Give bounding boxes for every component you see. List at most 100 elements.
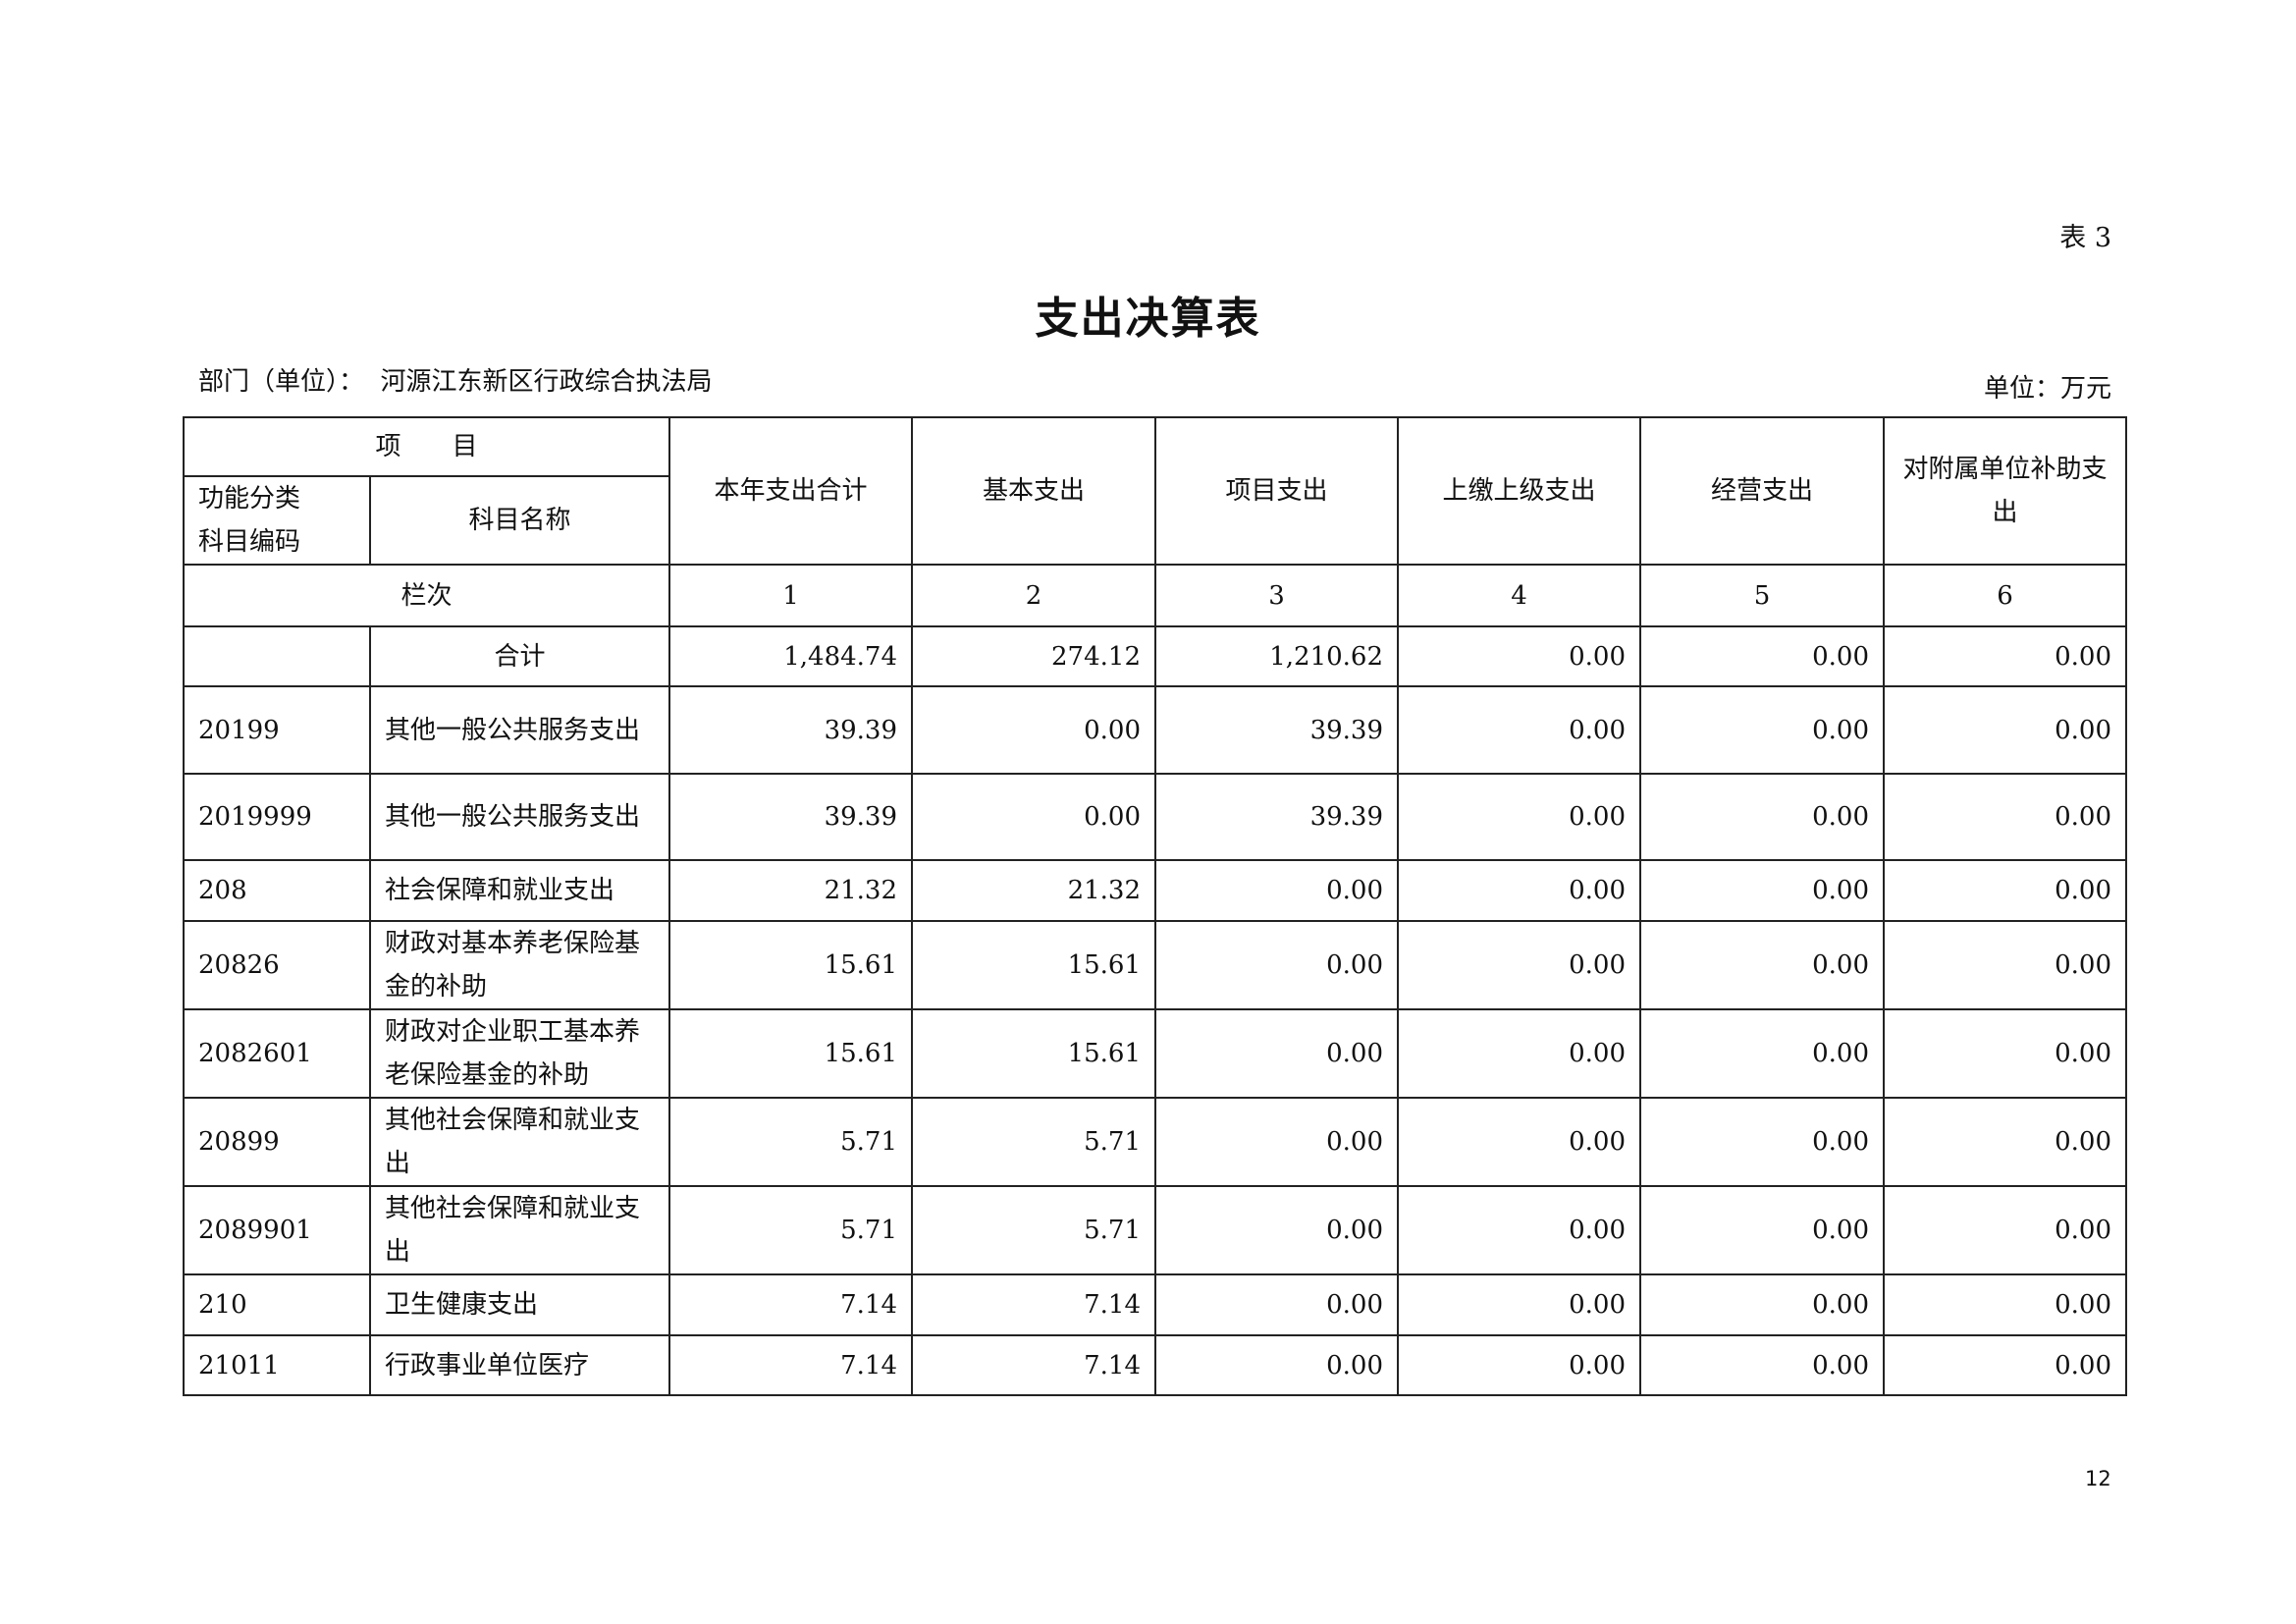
header-col-4: 上缴上级支出 (1397, 416, 1641, 566)
total-label: 合计 (369, 625, 670, 687)
row-name: 社会保障和就业支出 (369, 859, 670, 922)
row-value: 0.00 (911, 773, 1156, 861)
row-value: 0.00 (1639, 1008, 1885, 1099)
row-value: 0.00 (1639, 920, 1885, 1010)
total-value: 0.00 (1883, 625, 2127, 687)
table-row: 2082601 财政对企业职工基本养老保险基金的补助 15.61 15.61 0.00 0… (183, 1008, 2127, 1099)
row-value: 0.00 (1883, 859, 2127, 922)
row-value: 0.00 (1639, 1273, 1885, 1336)
header-col-5: 经营支出 (1639, 416, 1885, 566)
row-value: 0.00 (1639, 773, 1885, 861)
row-value: 15.61 (668, 920, 913, 1010)
row-value: 0.00 (1397, 920, 1641, 1010)
table-row: 210 卫生健康支出 7.14 7.14 0.00 0.00 0.00 0.00 (183, 1273, 2127, 1336)
row-value: 0.00 (1883, 1334, 2127, 1396)
row-value: 0.00 (1154, 859, 1399, 922)
row-value: 39.39 (668, 685, 913, 775)
row-value: 0.00 (1397, 1273, 1641, 1336)
row-value: 21.32 (911, 859, 1156, 922)
row-name: 卫生健康支出 (369, 1273, 670, 1336)
row-value: 0.00 (1397, 1008, 1641, 1099)
row-value: 0.00 (1639, 685, 1885, 775)
row-code: 2089901 (183, 1185, 371, 1275)
row-value: 0.00 (1883, 685, 2127, 775)
total-row: 合计 1,484.74 274.12 1,210.62 0.00 0.00 0.… (183, 625, 2127, 687)
row-value: 5.71 (911, 1185, 1156, 1275)
row-value: 7.14 (668, 1273, 913, 1336)
row-name: 其他社会保障和就业支出 (369, 1097, 670, 1187)
row-value: 0.00 (1883, 1097, 2127, 1187)
header-col-6: 对附属单位补助支出 (1883, 416, 2127, 566)
row-value: 5.71 (668, 1097, 913, 1187)
row-value: 0.00 (1883, 1008, 2127, 1099)
row-value: 39.39 (1154, 773, 1399, 861)
column-number: 3 (1154, 564, 1399, 627)
row-value: 39.39 (668, 773, 913, 861)
page-number: 12 (2085, 1467, 2111, 1490)
row-value: 0.00 (1639, 859, 1885, 922)
row-code: 208 (183, 859, 371, 922)
page-title: 支出决算表 (1035, 294, 1261, 344)
row-code: 20199 (183, 685, 371, 775)
table-row: 20826 财政对基本养老保险基金的补助 15.61 15.61 0.00 0.00 0.0… (183, 920, 2127, 1010)
expenditure-table: 项 目 本年支出合计 基本支出 项目支出 上缴上级支出 经营支出 对附属单位补助… (183, 416, 2127, 1396)
total-value: 1,210.62 (1154, 625, 1399, 687)
row-value: 0.00 (1154, 1097, 1399, 1187)
table-number: 表 3 (2059, 223, 2111, 253)
row-code: 2019999 (183, 773, 371, 861)
row-value: 7.14 (911, 1273, 1156, 1336)
row-code: 210 (183, 1273, 371, 1336)
row-code: 20899 (183, 1097, 371, 1187)
unit-label: 单位：万元 (1983, 374, 2111, 404)
column-number: 4 (1397, 564, 1641, 627)
department-label: 部门（单位）： 河源江东新区行政综合执法局 (198, 367, 713, 397)
row-value: 15.61 (911, 1008, 1156, 1099)
row-value: 0.00 (1154, 1008, 1399, 1099)
row-name: 其他社会保障和就业支出 (369, 1185, 670, 1275)
row-value: 5.71 (668, 1185, 913, 1275)
table-row: 2089901 其他社会保障和就业支出 5.71 5.71 0.00 0.00 0.00 0.… (183, 1185, 2127, 1275)
column-number: 1 (668, 564, 913, 627)
row-value: 0.00 (911, 685, 1156, 775)
row-value: 39.39 (1154, 685, 1399, 775)
row-name: 其他一般公共服务支出 (369, 685, 670, 775)
table-row: 20899 其他社会保障和就业支出 5.71 5.71 0.00 0.00 0.00 0.00 (183, 1097, 2127, 1187)
row-value: 7.14 (668, 1334, 913, 1396)
table-row: 208 社会保障和就业支出 21.32 21.32 0.00 0.00 0.00 0.00 (183, 859, 2127, 922)
row-value: 5.71 (911, 1097, 1156, 1187)
row-code: 2082601 (183, 1008, 371, 1099)
row-code: 20826 (183, 920, 371, 1010)
table-row: 21011 行政事业单位医疗 7.14 7.14 0.00 0.00 0.00 0.00 (183, 1334, 2127, 1396)
header-code: 功能分类 科目编码 (183, 475, 371, 566)
row-value: 7.14 (911, 1334, 1156, 1396)
row-value: 0.00 (1883, 1273, 2127, 1336)
header-col-2: 基本支出 (911, 416, 1156, 566)
header-item: 项 目 (183, 416, 670, 477)
row-value: 0.00 (1883, 920, 2127, 1010)
row-value: 0.00 (1397, 773, 1641, 861)
row-value: 0.00 (1397, 685, 1641, 775)
row-code: 21011 (183, 1334, 371, 1396)
column-number: 2 (911, 564, 1156, 627)
row-value: 0.00 (1883, 1185, 2127, 1275)
table-row: 20199 其他一般公共服务支出 39.39 0.00 39.39 0.00 0.00 0.0… (183, 685, 2127, 775)
row-value: 15.61 (911, 920, 1156, 1010)
total-value: 274.12 (911, 625, 1156, 687)
row-value: 0.00 (1397, 1097, 1641, 1187)
header-col-3: 项目支出 (1154, 416, 1399, 566)
row-value: 0.00 (1154, 1273, 1399, 1336)
row-name: 其他一般公共服务支出 (369, 773, 670, 861)
row-name: 财政对企业职工基本养老保险基金的补助 (369, 1008, 670, 1099)
row-value: 21.32 (668, 859, 913, 922)
row-value: 0.00 (1639, 1334, 1885, 1396)
row-value: 0.00 (1639, 1097, 1885, 1187)
total-value: 1,484.74 (668, 625, 913, 687)
row-value: 0.00 (1154, 1185, 1399, 1275)
total-value: 0.00 (1397, 625, 1641, 687)
header-col-1: 本年支出合计 (668, 416, 913, 566)
column-number: 6 (1883, 564, 2127, 627)
row-value: 0.00 (1154, 920, 1399, 1010)
column-number: 5 (1639, 564, 1885, 627)
row-value: 0.00 (1883, 773, 2127, 861)
row-value: 0.00 (1397, 859, 1641, 922)
